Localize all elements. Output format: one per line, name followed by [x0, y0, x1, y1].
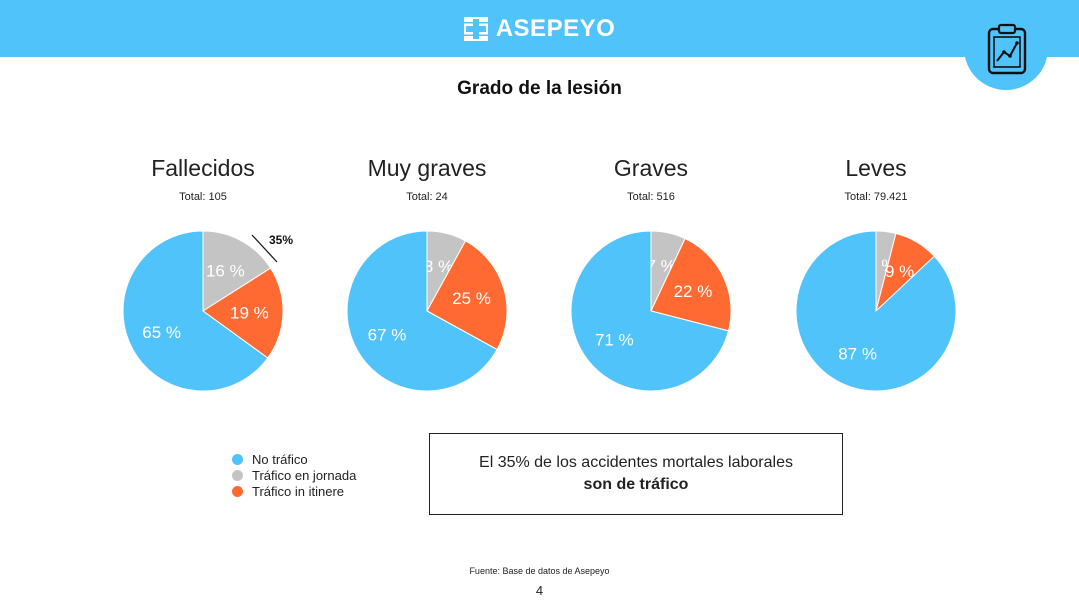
- clipboard-chart-icon: [987, 23, 1027, 75]
- pie-label-trafico-en-jornada: 8 %: [424, 257, 453, 276]
- pie-chart-muy-graves: 8 % 25 % 67 %: [346, 230, 508, 392]
- pie-slice-no-trafico: [122, 230, 269, 392]
- slide-title: Grado de la lesión: [457, 78, 622, 99]
- legend-label: No tráfico: [252, 451, 308, 467]
- note-line-1: El 35% de los accidentes mortales labora…: [479, 454, 793, 471]
- chart-total: Total: 24: [406, 191, 448, 203]
- legend-dot-itinere: [232, 485, 243, 497]
- panel-leves: Leves Total: 79.421: [766, 155, 986, 203]
- pie-label-trafico-en-jornada: 16 %: [206, 261, 245, 280]
- panel-fallecidos: Fallecidos Total: 105: [93, 155, 313, 203]
- pie-slice-trafico-en-jornada: [202, 230, 272, 312]
- legend-item: Tráfico en jornada: [232, 467, 356, 483]
- pie-slice-no-trafico: [570, 230, 730, 392]
- pie-slice-trafico-in-itinere: [202, 267, 284, 359]
- callout-35: 35%: [251, 233, 293, 263]
- chart-title: Graves: [613, 155, 689, 181]
- pie-chart-graves: 7 % 22 % 71 %: [570, 230, 732, 392]
- panel-graves: Graves Total: 516: [541, 155, 761, 203]
- pie-label-trafico-in-itinere: 19 %: [230, 303, 269, 322]
- asepeyo-cross-logo-icon: [463, 16, 488, 41]
- callout-line: [251, 234, 278, 263]
- brand-name: ASEPEYO: [495, 14, 616, 42]
- note-box: El 35% de los accidentes mortales labora…: [429, 433, 843, 515]
- legend-dot-no-trafico: [232, 453, 243, 465]
- legend: No tráfico Tráfico en jornada Tráfico in…: [232, 451, 356, 499]
- chart-total: Total: 516: [627, 191, 675, 203]
- pie-label-no-trafico: 71 %: [595, 330, 634, 349]
- pie-label-trafico-in-itinere: 22 %: [674, 282, 713, 301]
- pie-slice-no-trafico: [346, 230, 498, 392]
- panel-muy-graves: Muy graves Total: 24: [317, 155, 537, 203]
- header-bar: [0, 0, 1079, 57]
- pie-chart-fallecidos: 16 % 19 % 65 %: [122, 230, 284, 392]
- pie-slice-trafico-in-itinere: [650, 237, 732, 332]
- legend-dot-jornada: [232, 469, 243, 481]
- pie-label-trafico-in-itinere: 9 %: [885, 262, 914, 281]
- chart-total: Total: 79.421: [844, 191, 908, 203]
- callout-label: 35%: [269, 233, 293, 247]
- chart-total: Total: 105: [179, 191, 227, 203]
- pie-slice-trafico-in-itinere: [426, 240, 508, 351]
- chart-title: Muy graves: [367, 155, 487, 181]
- pie-chart-leves: 4 %9 %87 %: [795, 230, 957, 392]
- pie-label-trafico-in-itinere: 25 %: [452, 289, 491, 308]
- chart-title: Leves: [845, 155, 907, 181]
- chart-title: Fallecidos: [151, 155, 255, 181]
- legend-label: Tráfico in itinere: [252, 483, 344, 499]
- legend-item: Tráfico in itinere: [232, 483, 356, 499]
- note-line-2: son de tráfico: [583, 476, 689, 493]
- brand: ASEPEYO: [0, 0, 1079, 57]
- legend-item: No tráfico: [232, 451, 356, 467]
- corner-badge: [964, 0, 1048, 90]
- source-note: Fuente: Base de datos de Asepeyo: [469, 566, 610, 576]
- page-number: 4: [535, 583, 544, 598]
- legend-label: Tráfico en jornada: [252, 467, 357, 483]
- pie-label-trafico-en-jornada: 7 %: [646, 257, 675, 276]
- pie-slice-no-trafico: [795, 230, 957, 392]
- pie-label-no-trafico: 65 %: [142, 323, 181, 342]
- pie-label-no-trafico: 87 %: [838, 345, 877, 364]
- pie-label-no-trafico: 67 %: [368, 326, 407, 345]
